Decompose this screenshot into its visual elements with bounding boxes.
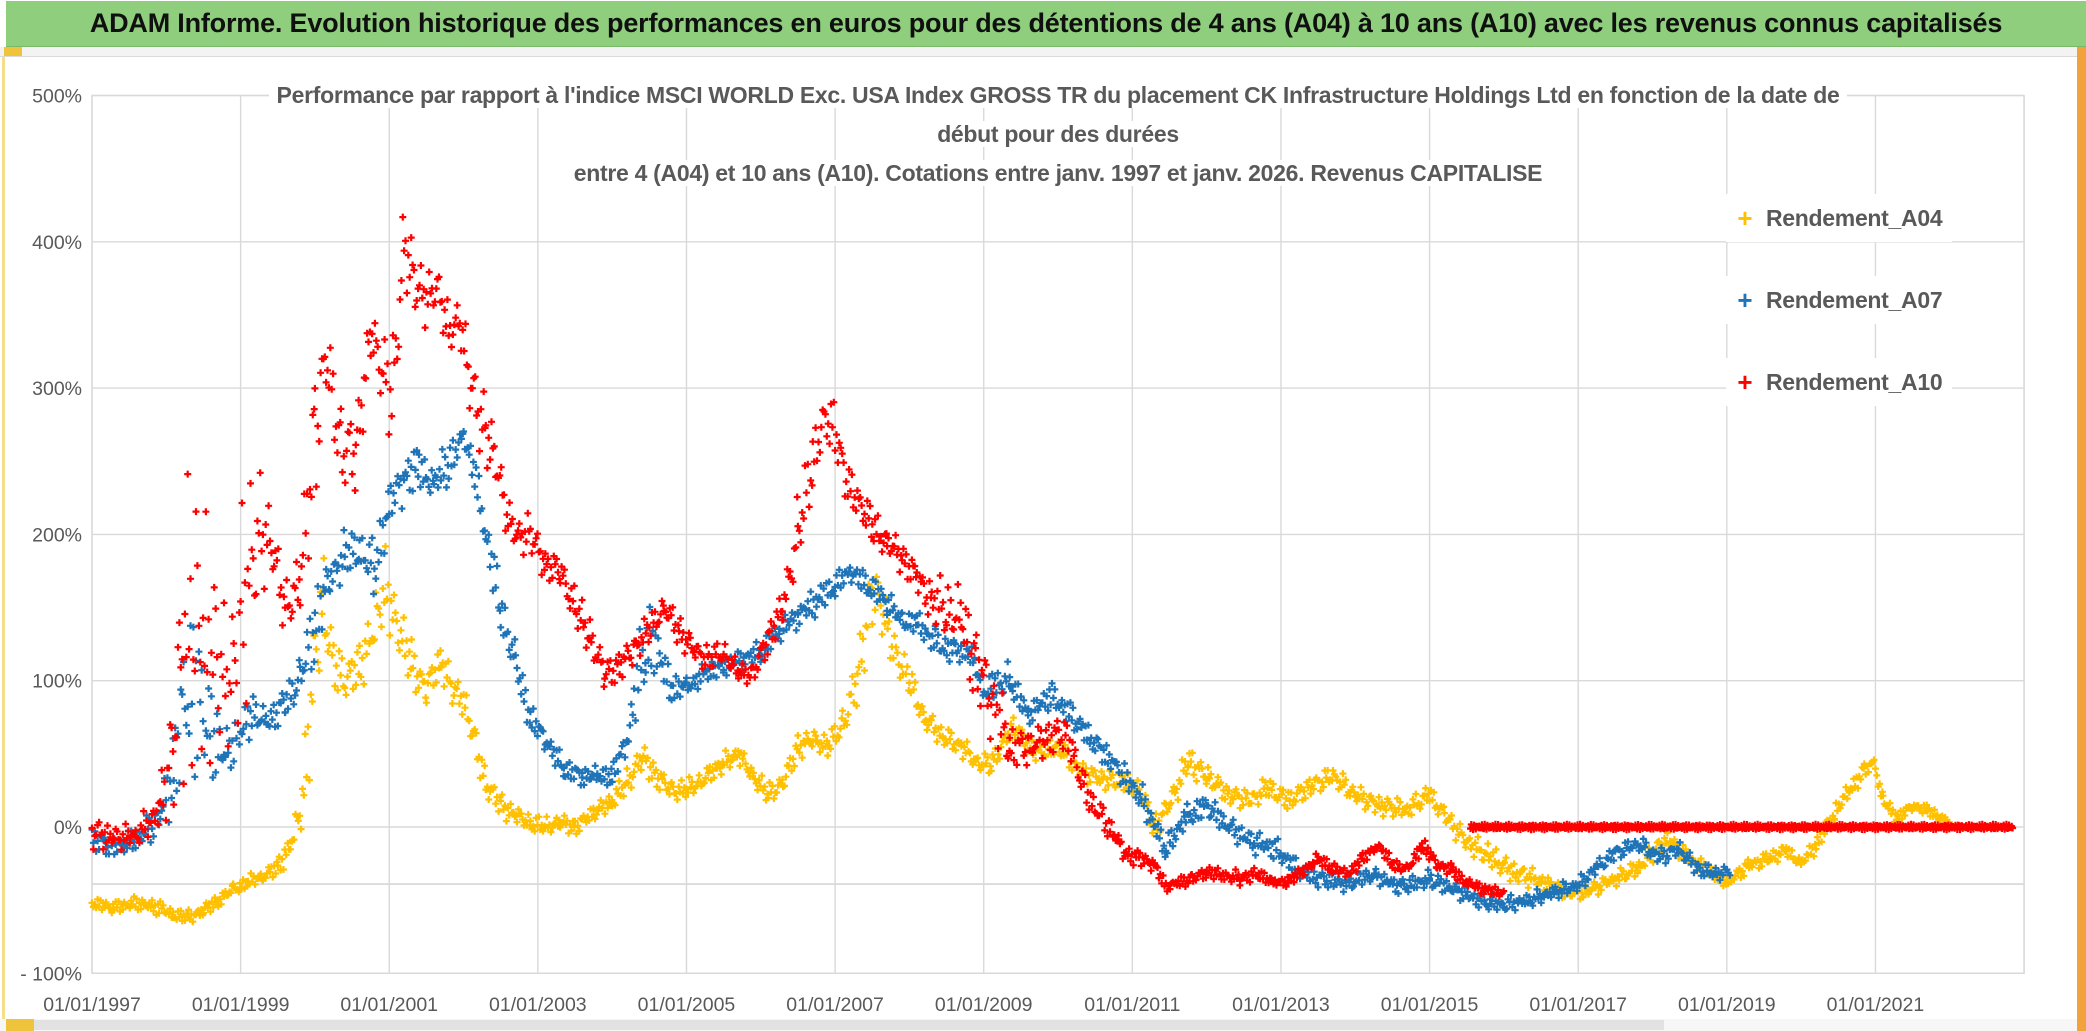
y-tick-label: 500% <box>32 86 82 108</box>
plus-marker-icon: + <box>1737 203 1753 233</box>
legend-label: Rendement_A07 <box>1766 286 1943 313</box>
window-left-border <box>2 57 5 1019</box>
y-tick-label: 400% <box>32 232 82 254</box>
legend-item-rendement-a07[interactable]: + Rendement_A07 <box>1726 276 1953 324</box>
y-tick-label: 300% <box>32 378 82 400</box>
x-tick-label: 01/01/2017 <box>1529 994 1627 1016</box>
y-tick-label: 200% <box>32 524 82 546</box>
plus-marker-icon: + <box>1737 285 1753 315</box>
y-axis-labels: 500% 400% 300% 200% 100% 0% - 100% <box>20 86 82 986</box>
bottom-left-accent <box>6 1019 34 1031</box>
series-rendement_a10-points <box>88 213 1508 900</box>
x-tick-label: 01/01/1999 <box>192 994 290 1016</box>
x-tick-label: 01/01/2015 <box>1381 994 1479 1016</box>
chart-legend: + Rendement_A04 + Rendement_A07 + Rendem… <box>1726 194 1953 440</box>
report-title-banner: ADAM Informe. Evolution historique des p… <box>6 1 2086 47</box>
window-right-border <box>2077 47 2086 1031</box>
y-tick-label: - 100% <box>20 963 82 985</box>
x-tick-label: 01/01/2007 <box>786 994 884 1016</box>
scrollbar-thumb[interactable] <box>34 1020 1664 1030</box>
x-tick-label: 01/01/2013 <box>1232 994 1330 1016</box>
legend-label: Rendement_A04 <box>1766 204 1943 231</box>
x-tick-label: 01/01/2005 <box>638 994 736 1016</box>
sheet-horizontal-scrollbar <box>0 1019 2077 1031</box>
x-tick-label: 01/01/2019 <box>1678 994 1776 1016</box>
x-tick-label: 01/01/2011 <box>1084 994 1180 1016</box>
x-tick-label: 01/01/2009 <box>935 994 1033 1016</box>
y-tick-label: 100% <box>32 671 82 693</box>
x-tick-label: 01/01/2003 <box>489 994 587 1016</box>
report-title: ADAM Informe. Evolution historique des p… <box>89 8 2003 38</box>
y-tick-label: 0% <box>54 817 82 839</box>
legend-item-rendement-a04[interactable]: + Rendement_A04 <box>1726 194 1953 242</box>
top-left-accent <box>4 47 22 56</box>
plus-marker-icon: + <box>1737 367 1753 397</box>
x-tick-label: 01/01/2021 <box>1827 994 1925 1016</box>
x-axis-labels: 01/01/1997 01/01/1999 01/01/2001 01/01/2003… <box>43 994 1924 1016</box>
series-rendement_a10-flat-zero-points <box>1467 820 2017 834</box>
legend-item-rendement-a10[interactable]: + Rendement_A10 <box>1726 358 1953 406</box>
x-tick-label: 01/01/2001 <box>340 994 438 1016</box>
legend-label: Rendement_A10 <box>1766 368 1943 395</box>
series-rendement_a07-points <box>88 428 1734 914</box>
x-tick-label: 01/01/1997 <box>43 994 141 1016</box>
header-substrip <box>0 47 2086 57</box>
